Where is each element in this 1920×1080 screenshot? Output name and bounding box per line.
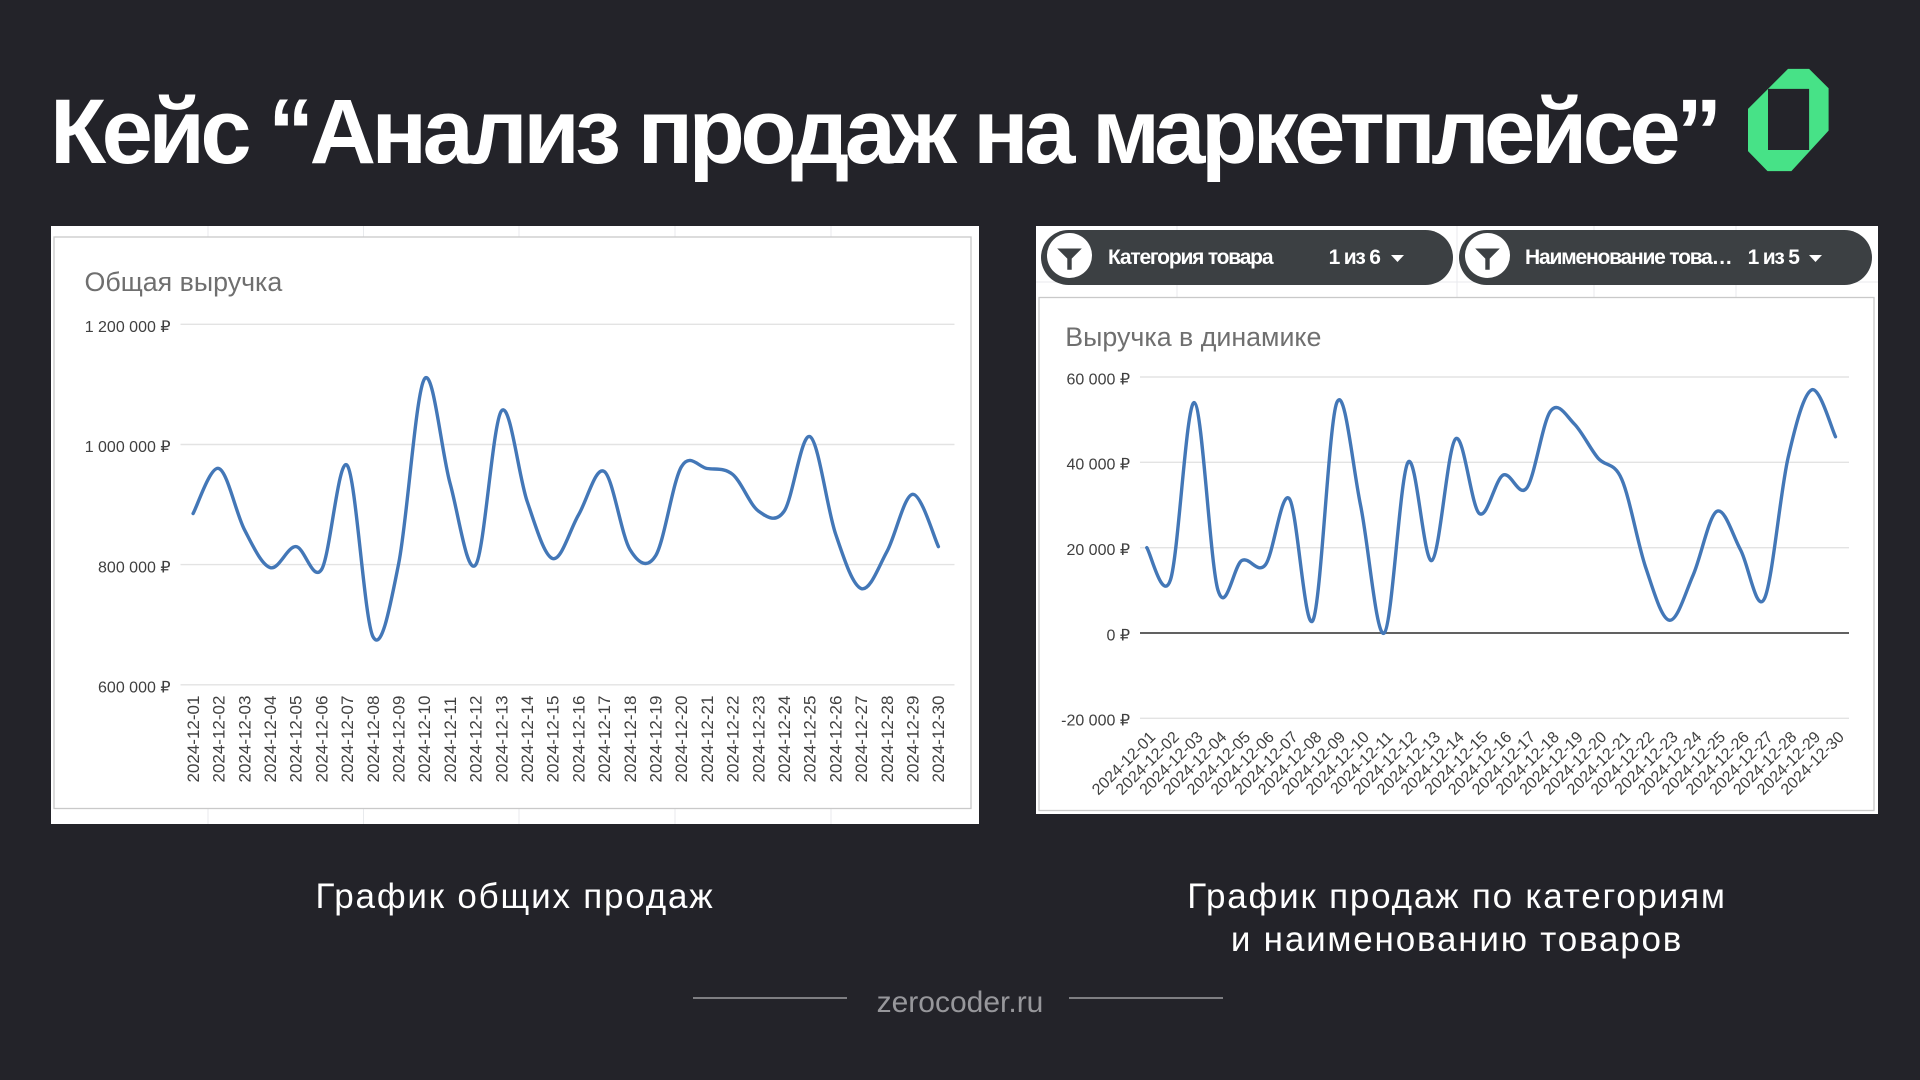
svg-text:2024-12-18: 2024-12-18 (621, 696, 640, 783)
svg-text:2024-12-24: 2024-12-24 (775, 696, 794, 783)
svg-text:2024-12-25: 2024-12-25 (801, 696, 820, 783)
svg-text:2024-12-20: 2024-12-20 (672, 696, 691, 783)
svg-text:2024-12-14: 2024-12-14 (518, 696, 537, 783)
svg-text:2024-12-30: 2024-12-30 (929, 696, 948, 783)
svg-text:2024-12-23: 2024-12-23 (749, 696, 768, 783)
svg-text:2024-12-28: 2024-12-28 (878, 696, 897, 783)
svg-text:2024-12-12: 2024-12-12 (467, 696, 486, 783)
svg-text:2024-12-26: 2024-12-26 (826, 696, 845, 783)
svg-text:0 ₽: 0 ₽ (1106, 627, 1130, 644)
svg-text:2024-12-03: 2024-12-03 (235, 696, 254, 783)
svg-text:2024-12-27: 2024-12-27 (852, 696, 871, 783)
svg-text:2024-12-10: 2024-12-10 (415, 696, 434, 783)
svg-text:Общая выручка: Общая выручка (85, 267, 283, 297)
svg-text:2024-12-04: 2024-12-04 (261, 696, 280, 783)
svg-text:60 000 ₽: 60 000 ₽ (1066, 371, 1130, 388)
svg-text:2024-12-09: 2024-12-09 (390, 696, 409, 783)
svg-text:2024-12-21: 2024-12-21 (698, 696, 717, 783)
svg-text:2024-12-11: 2024-12-11 (441, 697, 460, 783)
svg-text:2024-12-29: 2024-12-29 (904, 696, 923, 783)
svg-text:-20 000 ₽: -20 000 ₽ (1061, 713, 1130, 730)
svg-text:2024-12-19: 2024-12-19 (647, 696, 666, 783)
svg-text:40 000 ₽: 40 000 ₽ (1066, 457, 1130, 474)
svg-text:Выручка в динамике: Выручка в динамике (1065, 322, 1321, 352)
svg-text:600 000 ₽: 600 000 ₽ (98, 680, 170, 697)
svg-text:2024-12-07: 2024-12-07 (338, 696, 357, 783)
svg-text:2024-12-06: 2024-12-06 (312, 696, 331, 783)
svg-text:2024-12-08: 2024-12-08 (364, 696, 383, 783)
svg-text:1 200 000 ₽: 1 200 000 ₽ (85, 319, 171, 336)
svg-text:2024-12-01: 2024-12-01 (184, 696, 203, 783)
svg-text:20 000 ₽: 20 000 ₽ (1066, 542, 1130, 559)
svg-text:2024-12-02: 2024-12-02 (210, 696, 229, 783)
svg-text:2024-12-17: 2024-12-17 (595, 696, 614, 783)
svg-text:2024-12-13: 2024-12-13 (492, 696, 511, 783)
svg-text:2024-12-22: 2024-12-22 (724, 696, 743, 783)
svg-text:1 000 000 ₽: 1 000 000 ₽ (85, 439, 171, 456)
svg-text:2024-12-16: 2024-12-16 (569, 696, 588, 783)
svg-text:800 000 ₽: 800 000 ₽ (98, 559, 170, 576)
svg-text:2024-12-05: 2024-12-05 (287, 696, 306, 783)
svg-text:2024-12-15: 2024-12-15 (544, 696, 563, 783)
